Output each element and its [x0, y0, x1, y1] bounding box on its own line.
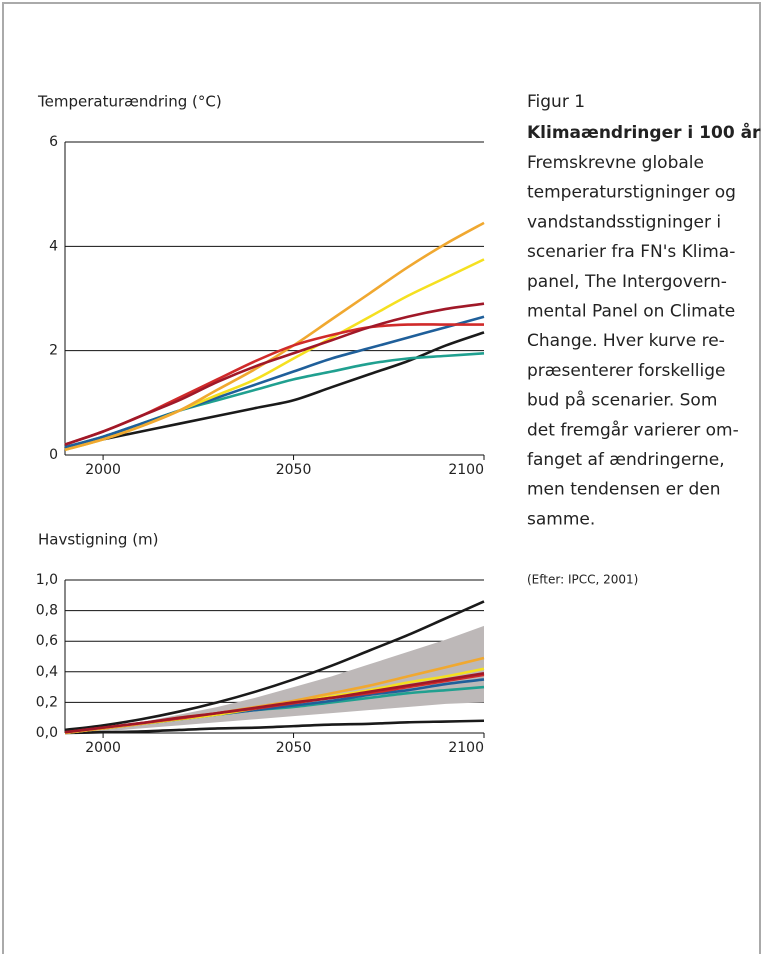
caption-label: Figur 1: [527, 92, 585, 112]
line-series: [64, 672, 485, 734]
caption-line: temperaturstigninger og: [527, 183, 736, 203]
caption-line: men tendensen er den: [527, 480, 721, 500]
x-tick-label: 2000: [85, 740, 121, 756]
line-series: [64, 302, 485, 446]
caption-title: Klimaændringer i 100 år: [527, 121, 761, 143]
y-axis-title: Havstigning (m): [38, 531, 159, 549]
x-tick-label: 2050: [276, 462, 312, 478]
line-series: [64, 719, 485, 735]
caption-line: mental Panel on Climate: [527, 302, 735, 322]
y-tick-label: 1,0: [36, 572, 58, 588]
caption-line: det fremgår varierer om-: [527, 419, 739, 440]
y-tick-label: 0,6: [36, 633, 58, 649]
x-tick-label: 2100: [448, 462, 484, 478]
caption-line: vandstandsstigninger i: [527, 212, 721, 232]
caption-line: scenarier fra FN's Klima-: [527, 242, 735, 262]
range-band: [65, 625, 484, 733]
x-tick-label: 2000: [85, 462, 121, 478]
line-series: [64, 331, 485, 449]
caption-line: fanget af ændringerne,: [527, 450, 725, 470]
y-tick-label: 2: [49, 343, 58, 359]
line-series: [64, 600, 485, 732]
caption-line: panel, The Intergovern-: [527, 272, 727, 292]
y-axis-title: Temperaturændring (°C): [37, 93, 222, 111]
y-tick-label: 0,0: [36, 725, 58, 741]
y-tick-label: 6: [49, 134, 58, 150]
x-tick-label: 2100: [448, 740, 484, 756]
y-tick-label: 0,2: [36, 694, 58, 710]
caption-line: præsenterer forskellige: [527, 361, 726, 381]
y-tick-label: 0: [49, 447, 58, 463]
y-tick-label: 0,4: [36, 664, 58, 680]
y-tick-label: 4: [49, 238, 58, 254]
caption-line: samme.: [527, 509, 595, 529]
line-series: [64, 315, 485, 449]
y-tick-label: 0,8: [36, 603, 58, 619]
caption-source: (Efter: IPCC, 2001): [527, 573, 638, 587]
caption-line: Change. Hver kurve re-: [527, 331, 725, 351]
x-tick-label: 2050: [276, 740, 312, 756]
line-series: [64, 221, 485, 452]
caption-body: Fremskrevne globale temperaturstigninger …: [527, 153, 739, 529]
caption-line: Fremskrevne globale: [527, 153, 704, 173]
caption-line: bud på scenarier. Som: [527, 390, 717, 411]
